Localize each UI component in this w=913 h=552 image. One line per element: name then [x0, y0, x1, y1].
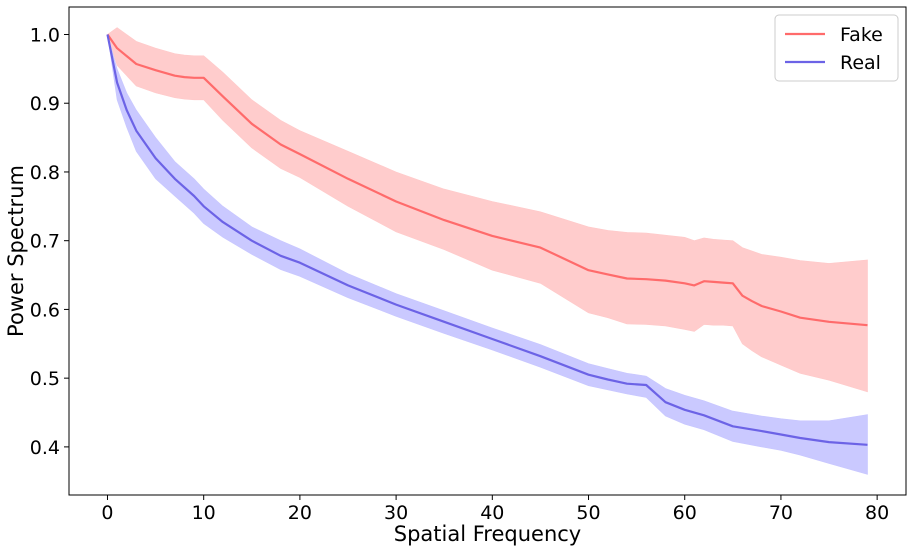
y-tick-label: 0.7: [30, 231, 60, 253]
x-tick-label: 20: [288, 502, 312, 524]
legend-box: [774, 14, 899, 82]
fake-line: [106, 33, 868, 327]
x-tick-label: 40: [480, 502, 504, 524]
legend: Fake Real: [774, 14, 899, 82]
x-tick-label: 60: [673, 502, 697, 524]
fake-band: [107, 27, 868, 393]
y-tick-label: 0.8: [30, 162, 60, 184]
series-lines: [106, 33, 868, 446]
y-axis-label: Power Spectrum: [4, 165, 28, 337]
x-tick-label: 30: [384, 502, 408, 524]
x-axis-label: Spatial Frequency: [394, 522, 581, 546]
x-tick-label: 70: [769, 502, 793, 524]
x-tick-label: 0: [101, 502, 113, 524]
x-tick-label: 50: [576, 502, 600, 524]
y-tick-label: 0.9: [30, 93, 60, 115]
legend-label-real: Real: [840, 52, 881, 74]
confidence-bands: [107, 27, 868, 475]
real-line: [106, 34, 868, 446]
y-tick-label: 0.6: [30, 299, 60, 321]
x-tick-label: 10: [192, 502, 216, 524]
y-tick-label: 1.0: [30, 24, 60, 46]
y-tick-label: 0.5: [30, 368, 60, 390]
y-axis-ticks: 0.4 0.5 0.6 0.7 0.8 0.9 1.0: [30, 24, 69, 459]
legend-label-fake: Fake: [840, 24, 883, 46]
x-tick-label: 80: [865, 502, 889, 524]
x-axis-ticks: 0 10 20 30 40 50 60 70 80: [101, 495, 889, 524]
plot-frame: [68, 6, 907, 496]
y-tick-label: 0.4: [30, 437, 60, 459]
